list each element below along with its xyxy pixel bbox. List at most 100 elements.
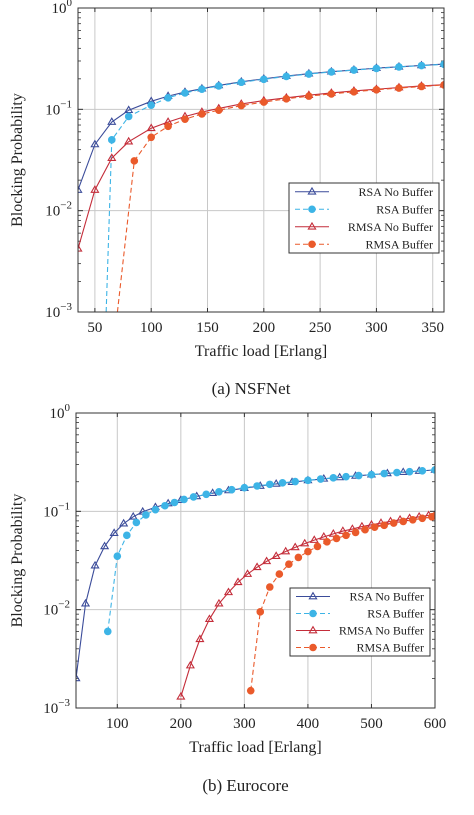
data-point	[367, 470, 376, 479]
y-tick-label: 10−2	[45, 200, 72, 220]
data-point	[305, 70, 313, 78]
data-point	[181, 89, 189, 97]
x-tick-label: 200	[170, 716, 193, 732]
y-tick-label: 10−3	[45, 301, 72, 321]
legend: RSA No Buffer RSA Buffer RMSA No Buffer RMS…	[289, 587, 431, 657]
data-point	[260, 98, 268, 106]
legend-label: RSA No Buffer	[359, 185, 433, 199]
data-point	[408, 516, 417, 524]
data-point	[198, 110, 206, 118]
data-point	[405, 467, 414, 476]
data-point	[327, 90, 336, 98]
legend-label: RSA Buffer	[367, 607, 424, 621]
data-point	[124, 136, 134, 145]
y-tick-label: 10−1	[43, 500, 70, 520]
x-tick-label: 300	[233, 716, 256, 732]
chart-2: 100 200 300 400 500 600 100 10−1 10−2 10−3 Traffic…	[9, 402, 446, 795]
x-tick-label: 250	[309, 320, 332, 336]
data-point	[78, 243, 83, 252]
data-point	[181, 115, 189, 123]
data-point	[147, 133, 155, 142]
legend-marker	[308, 591, 318, 600]
data-point	[278, 479, 287, 487]
data-point	[395, 84, 403, 92]
y-axis-label: Blocking Probability	[9, 494, 26, 628]
data-point	[393, 468, 401, 477]
data-point	[227, 485, 236, 494]
data-point	[185, 660, 195, 669]
data-point	[90, 560, 100, 569]
figure-caption: (b) Eurocore	[202, 776, 288, 795]
legend-marker	[309, 643, 317, 652]
data-point	[151, 505, 160, 514]
data-point	[309, 535, 319, 543]
figure-caption: (a) NSFNet	[212, 379, 291, 398]
data-point	[323, 537, 331, 546]
data-point	[223, 587, 234, 596]
data-point	[395, 63, 403, 71]
legend-marker	[308, 625, 318, 634]
legend-label: RSA No Buffer	[350, 590, 424, 604]
data-point	[335, 472, 345, 481]
data-point	[342, 531, 350, 540]
data-point	[107, 117, 117, 125]
legend-marker	[308, 240, 316, 249]
legend-marker	[307, 186, 317, 195]
data-point	[237, 78, 246, 87]
data-point	[215, 487, 223, 496]
data-point	[107, 153, 117, 161]
data-point	[240, 483, 249, 492]
data-point	[372, 64, 381, 73]
data-point	[128, 511, 138, 520]
data-point	[124, 105, 134, 114]
x-tick-label: 350	[421, 320, 444, 336]
legend-label: RMSA No Buffer	[339, 624, 424, 638]
legend-label: RMSA No Buffer	[348, 220, 433, 234]
data-point	[90, 139, 100, 148]
data-point	[440, 60, 444, 69]
data-point	[265, 583, 274, 591]
data-point	[109, 528, 119, 536]
data-point	[256, 608, 265, 616]
data-point	[208, 488, 218, 497]
y-tick-label: 10−1	[45, 98, 72, 118]
data-point	[161, 501, 169, 510]
legend-marker	[309, 609, 317, 618]
data-point	[399, 517, 408, 526]
data-point	[418, 467, 427, 475]
data-point	[305, 92, 313, 100]
data-point	[164, 93, 172, 102]
data-point	[80, 598, 91, 607]
data-point	[78, 185, 83, 193]
data-point	[380, 469, 388, 478]
data-point	[361, 525, 369, 534]
legend: RSA No Buffer RSA Buffer RMSA No Buffer RMS…	[288, 182, 440, 254]
data-point	[313, 542, 322, 551]
legend-label: RSA Buffer	[376, 202, 433, 216]
data-point	[100, 541, 110, 550]
x-tick-label: 100	[106, 716, 129, 732]
data-point	[316, 475, 325, 483]
chart-1: 50 100 150 200 250 300 350 100 10−1 10−2 10−3 Traff…	[9, 0, 445, 398]
data-point	[281, 546, 291, 555]
data-point	[195, 634, 205, 643]
data-point	[304, 547, 312, 556]
data-point	[176, 691, 186, 700]
x-axis-label: Traffic load [Erlang]	[189, 739, 321, 756]
data-point	[327, 68, 336, 76]
data-point	[354, 471, 363, 480]
series-line-1	[78, 63, 444, 191]
data-point	[214, 106, 223, 115]
data-point	[282, 95, 291, 103]
data-point	[304, 476, 312, 485]
data-point	[189, 493, 198, 501]
data-point	[147, 101, 155, 109]
data-point	[431, 512, 435, 520]
data-point	[370, 523, 379, 531]
x-tick-label: 50	[87, 320, 102, 336]
data-point	[275, 570, 284, 578]
x-tick-label: 500	[360, 716, 383, 732]
data-point	[417, 61, 426, 70]
data-point	[271, 479, 281, 487]
